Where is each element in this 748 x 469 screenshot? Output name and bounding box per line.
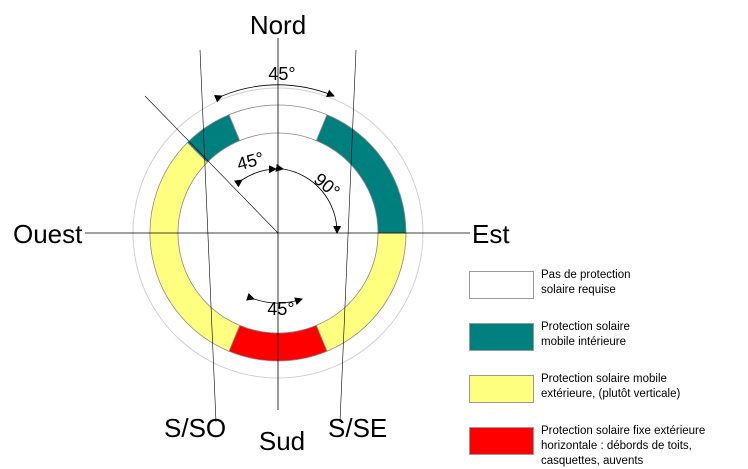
legend-label: Protection solaire fixe extérieure horiz… bbox=[541, 424, 746, 469]
orientation-ring bbox=[149, 104, 407, 362]
legend-line: Protection solaire bbox=[541, 321, 630, 333]
northwest-angle-arc bbox=[233, 165, 277, 188]
legend-item-fixed-horizontal: Protection solaire fixe extérieure horiz… bbox=[469, 424, 748, 468]
north-label: Nord bbox=[250, 10, 306, 40]
legend-item-interior-mobile: Protection solaire mobile intérieure bbox=[469, 320, 748, 364]
ring-sector-southeast bbox=[315, 232, 407, 352]
legend-line: Protection solaire fixe extérieure bbox=[541, 425, 706, 437]
northwest-angle-label: 45° bbox=[235, 148, 266, 174]
legend-line: casquettes, auvents bbox=[541, 455, 644, 467]
east-angle-label: 90° bbox=[310, 169, 344, 202]
north-angle-arc bbox=[214, 84, 335, 103]
legend-item-no-protection: Pas de protection solaire requise bbox=[469, 268, 748, 312]
legend-line: solaire requise bbox=[541, 284, 616, 296]
legend-label: Protection solaire mobile extérieure, (p… bbox=[541, 372, 746, 402]
legend-line: Protection solaire mobile bbox=[541, 373, 667, 385]
northwest-ray bbox=[144, 95, 279, 234]
south-angle-label: 45° bbox=[267, 299, 294, 319]
legend-line: mobile intérieure bbox=[541, 336, 627, 348]
west-label: Ouest bbox=[13, 219, 83, 249]
legend-line: horizontale : débords de toits, bbox=[541, 440, 692, 452]
legend-line: extérieure, (plutôt verticale) bbox=[541, 388, 681, 400]
south-label: Sud bbox=[259, 426, 305, 456]
nne-sse-ray bbox=[339, 49, 357, 423]
legend-label: Pas de protection solaire requise bbox=[541, 268, 746, 298]
legend-swatch-white bbox=[469, 271, 534, 299]
south-southeast-label: S/SE bbox=[328, 413, 387, 443]
legend-label: Protection solaire mobile intérieure bbox=[541, 320, 746, 350]
legend-line: Pas de protection bbox=[541, 269, 631, 281]
south-angle-arc bbox=[246, 292, 303, 306]
south-southwest-label: S/SO bbox=[164, 413, 226, 443]
nnw-ssw-ray bbox=[199, 49, 217, 423]
legend-item-exterior-mobile: Protection solaire mobile extérieure, (p… bbox=[469, 372, 748, 416]
north-angle-label: 45° bbox=[268, 64, 295, 84]
legend-swatch-teal bbox=[469, 323, 534, 351]
legend-swatch-yellow bbox=[469, 375, 534, 403]
east-label: Est bbox=[472, 219, 510, 249]
ring-sector-southwest-west bbox=[149, 141, 241, 352]
legend-swatch-red bbox=[469, 427, 534, 455]
east-angle-arc bbox=[275, 163, 342, 234]
